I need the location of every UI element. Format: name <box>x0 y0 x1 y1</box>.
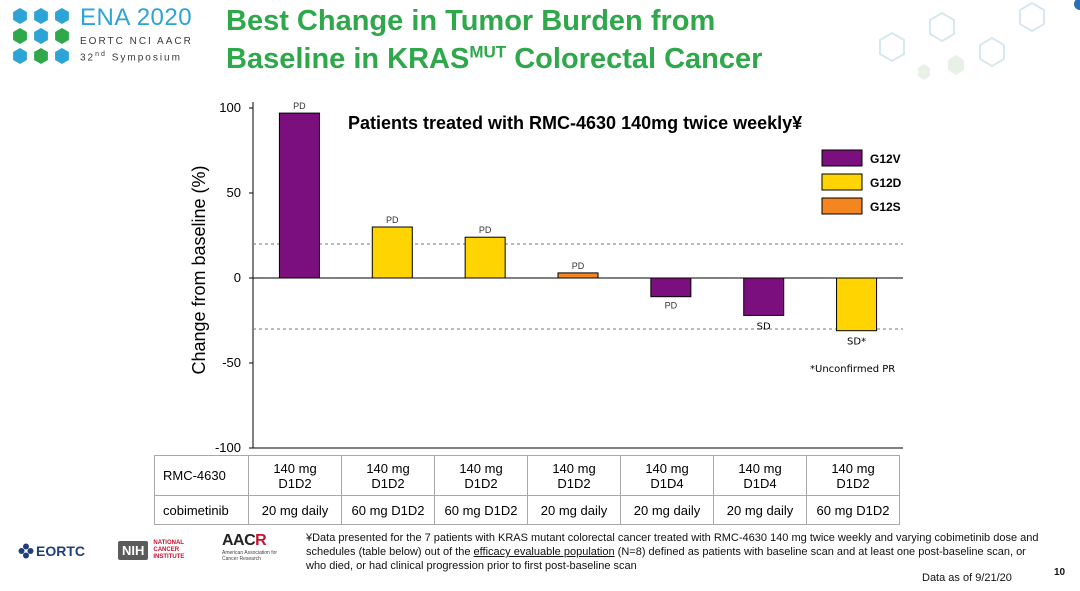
logo-hexagon <box>55 8 69 24</box>
slide-title-line2: Baseline in KRASMUT Colorectal Cancer <box>226 42 763 75</box>
logo-hexagon <box>13 8 27 24</box>
ena-hexagon-logo <box>13 8 69 64</box>
bar-patient-2 <box>371 226 413 279</box>
rmc4630-dose: 140 mg <box>552 460 596 476</box>
eortc-logo: EORTC <box>18 542 85 560</box>
table-row-rmc4630: RMC-4630 140 mg D1D2 140 mg D1D2 140 mg D1D2 1… <box>154 455 900 496</box>
row-header-cobimetinib: cobimetinib <box>154 495 249 525</box>
page-number: 10 <box>1054 567 1066 578</box>
legend-label-g12v: G12V <box>870 152 901 166</box>
bar-label-1: PD <box>293 101 306 111</box>
nci-logo-text: NATIONAL CANCER INSTITUTE <box>153 540 185 560</box>
data-date: Data as of 9/21/20 <box>922 572 1012 584</box>
cobimetinib-dose-cell: 60 mg D1D2 <box>806 495 900 525</box>
y-tick-label: -100 <box>215 440 241 455</box>
logo-hexagon <box>55 28 69 44</box>
rmc4630-schedule: D1D2 <box>464 475 498 491</box>
row-header-rmc4630: RMC-4630 <box>154 455 249 496</box>
bar-patient-7 <box>836 277 878 332</box>
rmc4630-dose: 140 mg <box>645 460 689 476</box>
bar-patient-4 <box>557 272 599 279</box>
cobimetinib-dose-cell: 20 mg daily <box>248 495 342 525</box>
logo-hexagon <box>34 8 48 24</box>
y-tick-label: -50 <box>222 355 241 370</box>
rmc4630-dose: 140 mg <box>366 460 410 476</box>
footnote: ¥Data presented for the 7 patients with … <box>306 532 1039 572</box>
rmc4630-dose-cell: 140 mg D1D2 <box>248 455 342 496</box>
logo-hexagon <box>13 48 27 64</box>
rmc4630-dose: 140 mg <box>831 460 875 476</box>
waterfall-chart: Change from baseline (%) Patients treate… <box>189 100 903 455</box>
bar-label-4: PD <box>572 261 585 271</box>
bar-patient-1 <box>278 112 320 279</box>
legend: G12V G12D G12S <box>821 149 902 215</box>
bar-label-3: PD <box>479 225 492 235</box>
ena-logo-title: ENA 2020 <box>80 4 193 31</box>
reference-lines <box>253 243 903 330</box>
rmc4630-schedule: D1D2 <box>557 475 591 491</box>
eortc-logo-text: EORTC <box>36 543 85 559</box>
ena-logo-symposium: 32nd Symposium <box>80 51 182 64</box>
bar-label-6: SD <box>757 321 771 332</box>
cobimetinib-dose-cell: 20 mg daily <box>620 495 714 525</box>
rmc4630-schedule: D1D2 <box>278 475 312 491</box>
y-tick-label: 100 <box>219 100 241 115</box>
rmc4630-dose-cell: 140 mg D1D4 <box>620 455 714 496</box>
cobimetinib-dose-cell: 60 mg D1D2 <box>341 495 435 525</box>
table-row-cobimetinib: cobimetinib 20 mg daily 60 mg D1D2 60 mg D… <box>154 495 900 525</box>
bar-patient-6 <box>743 277 785 316</box>
logo-hexagon <box>13 28 27 44</box>
bar-label-7: SD* <box>847 337 866 348</box>
nih-nci-logo: NIH NATIONAL CANCER INSTITUTE <box>118 540 195 561</box>
axes: 100 50 0 -50 -100 <box>215 100 903 455</box>
cobimetinib-dose-cell: 20 mg daily <box>527 495 621 525</box>
aacr-logo-text: AACR <box>222 532 267 549</box>
bar-patient-3 <box>464 236 506 279</box>
legend-label-g12s: G12S <box>870 200 901 214</box>
rmc4630-schedule: D1D2 <box>371 475 405 491</box>
rmc4630-dose: 140 mg <box>738 460 782 476</box>
legend-swatch-g12d <box>821 173 863 191</box>
bar-label-2: PD <box>386 215 399 225</box>
cobimetinib-dose-cell: 20 mg daily <box>713 495 807 525</box>
dose-schedule-table: RMC-4630 140 mg D1D2 140 mg D1D2 140 mg D1D2 1… <box>154 455 900 525</box>
rmc4630-schedule: D1D4 <box>650 475 684 491</box>
aacr-logo-subtitle: American Association for Cancer Research <box>222 550 278 562</box>
bar-label-5: PD <box>665 301 678 311</box>
rmc4630-dose: 140 mg <box>273 460 317 476</box>
logo-hexagon <box>34 48 48 64</box>
logo-hexagon <box>34 28 48 44</box>
y-tick-label: 0 <box>234 270 241 285</box>
y-axis-label: Change from baseline (%) <box>189 165 209 374</box>
rmc4630-dose-cell: 140 mg D1D2 <box>434 455 528 496</box>
cobimetinib-dose-cell: 60 mg D1D2 <box>434 495 528 525</box>
rmc4630-schedule: D1D4 <box>743 475 777 491</box>
unconfirmed-pr-note: *Unconfirmed PR <box>810 364 895 375</box>
y-tick-label: 50 <box>227 185 241 200</box>
slide-header: ENA 2020 EORTC NCI AACR 32nd Symposium B… <box>0 0 1080 86</box>
hexagon-pattern-decoration <box>879 1 1045 80</box>
legend-swatch-g12s <box>821 197 863 215</box>
legend-label-g12d: G12D <box>870 176 902 190</box>
rmc4630-dose-cell: 140 mg D1D2 <box>806 455 900 496</box>
aacr-logo: AACR American Association for Cancer Res… <box>222 532 288 562</box>
bars: PD PD PD PD PD SD SD* <box>278 101 878 348</box>
rmc4630-dose-cell: 140 mg D1D2 <box>341 455 435 496</box>
chart-title: Patients treated with RMC-4630 140mg twi… <box>348 113 802 133</box>
nih-logo-text: NIH <box>118 541 149 560</box>
rmc4630-dose: 140 mg <box>459 460 503 476</box>
ena-logo-subtitle: EORTC NCI AACR <box>80 36 193 47</box>
rmc4630-dose-cell: 140 mg D1D2 <box>527 455 621 496</box>
corner-badge-icon <box>1074 0 1080 10</box>
bar-patient-5 <box>650 277 692 298</box>
slide-title: Best Change in Tumor Burden from Baselin… <box>226 2 762 78</box>
logo-hexagon <box>55 48 69 64</box>
eortc-flower-icon <box>18 543 34 559</box>
legend-swatch-g12v <box>821 149 863 167</box>
slide-title-line1: Best Change in Tumor Burden from <box>226 5 716 37</box>
rmc4630-dose-cell: 140 mg D1D4 <box>713 455 807 496</box>
rmc4630-schedule: D1D2 <box>836 475 870 491</box>
